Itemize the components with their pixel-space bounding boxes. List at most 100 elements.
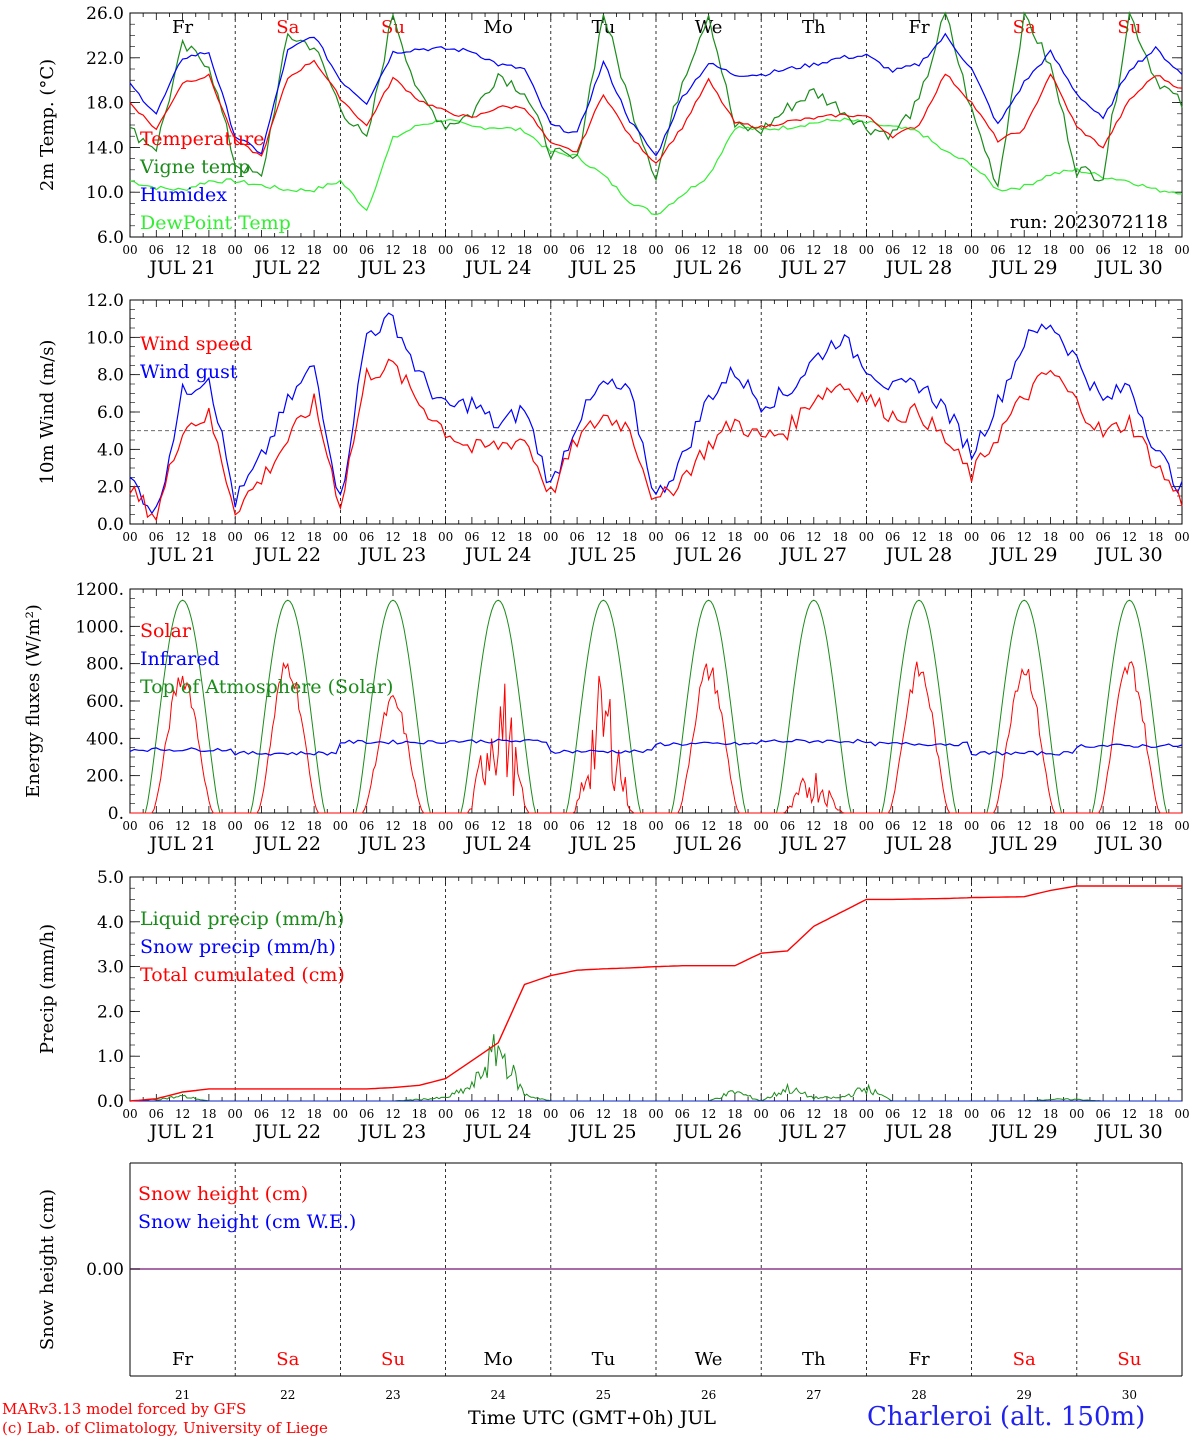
temp-weekday-label: Sa (1013, 17, 1036, 38)
wind-hour-label: 18 (1043, 530, 1058, 544)
wind-y-label: 0.0 (97, 515, 124, 535)
wind-hour-label: 06 (990, 530, 1005, 544)
wind-y-label: 10.0 (86, 328, 124, 348)
wind-hour-label: 18 (727, 530, 742, 544)
wind-y-label: 2.0 (97, 478, 124, 498)
precip-hour-label: 06 (780, 1107, 795, 1121)
temp-weekday-label: Tu (592, 17, 616, 38)
precip-hour-label: 00 (648, 1107, 663, 1121)
temp-hour-label: 00 (122, 243, 137, 257)
precip-date-label: JUL 23 (358, 1121, 426, 1143)
temp-date-label: JUL 27 (779, 257, 847, 279)
temp-hour-label: 00 (228, 243, 243, 257)
temp-date-label: JUL 24 (463, 257, 531, 279)
energy-hour-label: 12 (1017, 819, 1032, 833)
wind-hour-label: 18 (622, 530, 637, 544)
energy-date-label: JUL 25 (568, 833, 636, 855)
temp-hour-label: 06 (464, 243, 479, 257)
temp-hour-label: 12 (806, 243, 821, 257)
precip-date-label: JUL 26 (673, 1121, 741, 1143)
wind-legend-wind-speed: Wind speed (140, 333, 252, 355)
precip-hour-label: 00 (543, 1107, 558, 1121)
precip-hour-label: 12 (806, 1107, 821, 1121)
energy-hour-label: 06 (254, 819, 269, 833)
temp-hour-label: 12 (911, 243, 926, 257)
wind-hour-label: 06 (254, 530, 269, 544)
energy-hour-label: 00 (438, 819, 453, 833)
wind-hour-label: 00 (1069, 530, 1084, 544)
energy-hour-label: 18 (938, 819, 953, 833)
energy-hour-label: 12 (911, 819, 926, 833)
precip-hour-label: 06 (464, 1107, 479, 1121)
wind-date-label: JUL 29 (989, 544, 1057, 566)
precip-hour-label: 00 (754, 1107, 769, 1121)
temp-hour-label: 12 (596, 243, 611, 257)
energy-hour-label: 12 (280, 819, 295, 833)
precip-date-label: JUL 27 (779, 1121, 847, 1143)
wind-hour-label: 06 (780, 530, 795, 544)
energy-hour-label: 00 (228, 819, 243, 833)
temp-hour-label: 12 (701, 243, 716, 257)
wind-hour-label: 00 (859, 530, 874, 544)
temp-hour-label: 18 (622, 243, 637, 257)
temp-hour-label: 12 (1017, 243, 1032, 257)
wind-hour-label: 18 (938, 530, 953, 544)
precip-hour-label: 00 (228, 1107, 243, 1121)
precip-date-label: JUL 28 (884, 1121, 952, 1143)
wind-date-label: JUL 22 (253, 544, 321, 566)
wind-hour-label: 06 (1095, 530, 1110, 544)
temp-hour-label: 00 (333, 243, 348, 257)
temp-hour-label: 00 (754, 243, 769, 257)
energy-hour-label: 12 (806, 819, 821, 833)
wind-y-label: 12.0 (86, 291, 124, 311)
wind-hour-label: 06 (149, 530, 164, 544)
precip-hour-label: 06 (675, 1107, 690, 1121)
precip-hour-label: 12 (280, 1107, 295, 1121)
snow-day-number: 23 (385, 1388, 400, 1402)
wind-hour-label: 12 (385, 530, 400, 544)
precip-legend-total-cumulated-cm: Total cumulated (cm) (140, 964, 345, 986)
energy-hour-label: 18 (306, 819, 321, 833)
wind-hour-label: 18 (412, 530, 427, 544)
wind-hour-label: 00 (964, 530, 979, 544)
wind-y-label: 6.0 (97, 403, 124, 423)
wind-hour-label: 18 (306, 530, 321, 544)
snow-weekday-label: Mo (484, 1349, 513, 1370)
energy-line-infrared (129, 738, 1183, 756)
precip-hour-label: 00 (122, 1107, 137, 1121)
temp-hour-label: 18 (201, 243, 216, 257)
energy-date-label: JUL 29 (989, 833, 1057, 855)
temp-date-label: JUL 26 (673, 257, 741, 279)
snow-day-number: 26 (701, 1388, 716, 1402)
temp-line-vigne-temp (129, 10, 1183, 188)
precip-date-label: JUL 25 (568, 1121, 636, 1143)
precip-legend-snow-precip-mm-h: Snow precip (mm/h) (140, 936, 336, 958)
snow-weekday-label: Fr (908, 1349, 929, 1370)
precip-y-label: 0.0 (97, 1092, 124, 1112)
temp-y-label: 14.0 (86, 138, 124, 158)
precip-hour-label: 18 (1148, 1107, 1163, 1121)
snow-legend-snow-height-cm: Snow height (cm) (138, 1183, 308, 1205)
energy-y-label: 800. (86, 655, 124, 675)
wind-date-label: JUL 28 (884, 544, 952, 566)
temp-hour-label: 00 (859, 243, 874, 257)
temp-weekday-label: Sa (276, 17, 299, 38)
temp-date-label: JUL 30 (1094, 257, 1162, 279)
wind-hour-label: 06 (464, 530, 479, 544)
wind-y-label: 8.0 (97, 366, 124, 386)
energy-line-solar (130, 661, 1182, 814)
precip-y-label: 5.0 (97, 868, 124, 888)
temp-hour-label: 06 (359, 243, 374, 257)
wind-hour-label: 06 (359, 530, 374, 544)
wind-hour-label: 00 (648, 530, 663, 544)
temp-line-dewpoint-temp (129, 117, 1182, 216)
precip-hour-label: 18 (201, 1107, 216, 1121)
wind-date-label: JUL 26 (673, 544, 741, 566)
temp-hour-label: 06 (1095, 243, 1110, 257)
precip-hour-label: 06 (1095, 1107, 1110, 1121)
energy-y-label: 1000. (75, 617, 124, 637)
lab-credit: (c) Lab. of Climatology, University of L… (2, 1419, 328, 1437)
wind-hour-label: 06 (675, 530, 690, 544)
wind-hour-label: 00 (122, 530, 137, 544)
